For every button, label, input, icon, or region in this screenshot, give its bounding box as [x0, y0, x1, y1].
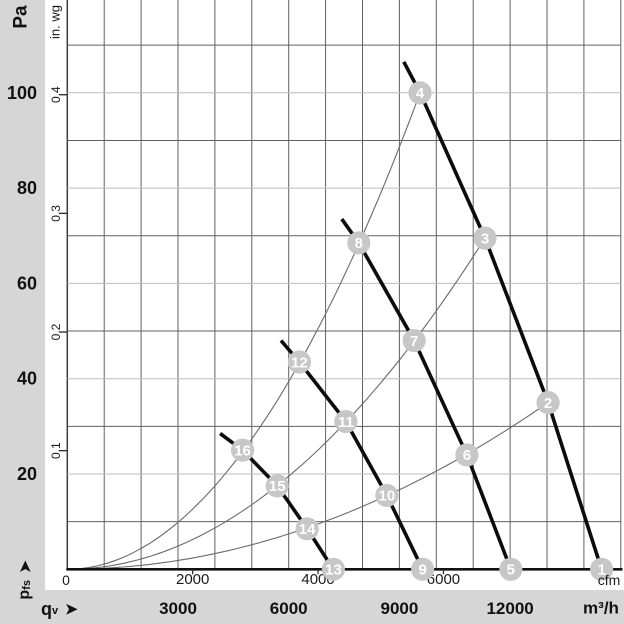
- operating-point-8: [347, 231, 371, 255]
- operating-point-number-14: 14: [299, 521, 316, 538]
- operating-point-number-15: 15: [269, 478, 286, 495]
- y-axis-symbol: p fs ➤: [16, 560, 34, 600]
- pa-tick-label: 40: [17, 369, 37, 389]
- pressure-symbol: p: [16, 589, 33, 600]
- pa-tick-label: 60: [17, 273, 37, 293]
- operating-point-2: [536, 390, 560, 415]
- inwg-axis-unit-label: in. wg: [47, 5, 63, 39]
- cfm-tick-label: 2000: [176, 571, 209, 588]
- operating-point-number-6: 6: [463, 447, 471, 464]
- operating-point-number-7: 7: [410, 333, 418, 350]
- cfm-tick-label: 6000: [427, 571, 460, 588]
- pa-tick-label: 100: [7, 83, 37, 103]
- pressure-symbol-subscript: fs: [20, 580, 33, 590]
- operating-point-number-12: 12: [291, 354, 308, 371]
- operating-point-7: [402, 328, 426, 353]
- flow-symbol-subscript: v: [52, 604, 59, 617]
- m3h-tick-label: 3000: [159, 599, 197, 618]
- operating-point-9: [411, 557, 435, 581]
- operating-point-1: [590, 557, 614, 581]
- operating-point-10: [375, 483, 399, 508]
- operating-point-number-11: 11: [338, 414, 354, 431]
- operating-point-number-13: 13: [325, 562, 342, 579]
- pa-axis-unit-label: Pa: [10, 5, 32, 29]
- operating-point-number-16: 16: [234, 442, 251, 459]
- m3h-axis-unit-label: m³/h: [583, 598, 619, 618]
- inwg-tick-label: 0.1: [49, 442, 63, 459]
- cfm-axis-unit-label: cfm: [597, 572, 621, 588]
- flow-symbol: q: [41, 599, 52, 619]
- operating-point-15: [265, 474, 289, 498]
- operating-point-6: [455, 443, 479, 467]
- m3h-tick-label: 9000: [380, 599, 418, 618]
- inwg-tick-label: 0.3: [49, 205, 63, 222]
- inwg-tick-label: 0.4: [49, 86, 63, 103]
- operating-point-4: [408, 81, 432, 105]
- m3h-tick-label: 6000: [270, 599, 308, 618]
- right-arrow-icon: ➤: [65, 600, 78, 618]
- operating-point-number-5: 5: [507, 562, 515, 579]
- operating-point-16: [230, 438, 255, 462]
- operating-point-number-4: 4: [416, 85, 425, 102]
- operating-point-number-10: 10: [379, 488, 396, 505]
- operating-point-11: [334, 409, 358, 434]
- pa-tick-label: 20: [17, 464, 37, 484]
- inwg-tick-label: 0.2: [49, 323, 63, 340]
- operating-point-number-3: 3: [481, 230, 489, 247]
- operating-point-3: [473, 226, 497, 250]
- up-arrow-icon: ➤: [16, 560, 34, 574]
- operating-point-number-8: 8: [355, 235, 363, 252]
- pa-tick-label: 80: [17, 178, 37, 198]
- operating-point-13: [321, 557, 345, 581]
- operating-point-12: [287, 350, 312, 374]
- operating-point-number-9: 9: [418, 562, 426, 579]
- origin-zero-label: 0: [62, 572, 70, 588]
- m3h-tick-label: 12000: [486, 599, 533, 618]
- operating-point-number-1: 1: [597, 562, 605, 579]
- operating-point-number-2: 2: [544, 395, 552, 412]
- operating-point-5: [499, 557, 523, 581]
- operating-point-14: [295, 517, 319, 541]
